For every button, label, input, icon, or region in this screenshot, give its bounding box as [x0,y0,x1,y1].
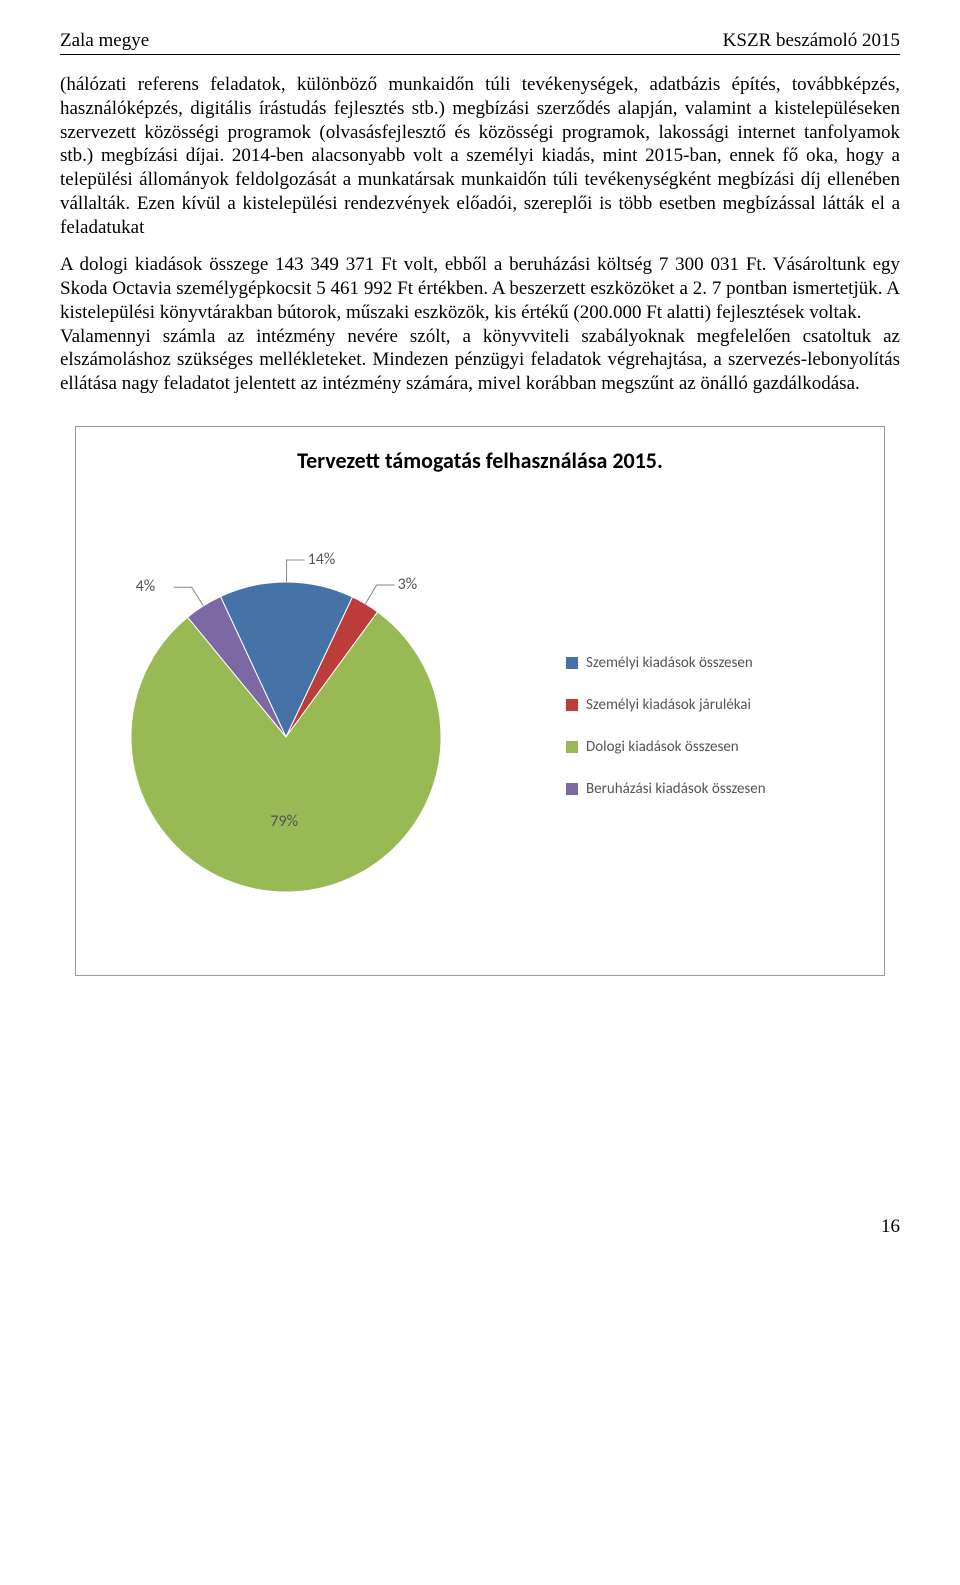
legend-item: Dologi kiadások összesen [566,738,864,756]
pie-area: 14% 3% 79% 4% [76,497,566,955]
page-header: Zala megye KSZR beszámoló 2015 [60,30,900,52]
slice-pct-label: 79% [270,812,298,831]
slice-pct-label: 3% [398,575,418,594]
legend: Személyi kiadások összesen Személyi kiadá… [566,630,884,822]
chart-body: 14%3%79%4% Személyi kiadások összesenSze… [76,497,884,955]
legend-item: Személyi kiadások járulékai [566,696,864,714]
pie-chart-container: Tervezett támogatás felhasználása 2015. … [75,426,885,976]
legend-item: Beruházási kiadások összesen [566,780,864,798]
header-left: Zala megye [60,30,149,52]
legend-swatch [566,699,578,711]
paragraph-1: (hálózati referens feladatok, különböző … [60,73,900,239]
header-rule [60,54,900,55]
page-number: 16 [60,1216,900,1238]
header-right: KSZR beszámoló 2015 [723,30,900,52]
legend-label: Személyi kiadások összesen [586,654,753,672]
paragraph-2: A dologi kiadások összege 143 349 371 Ft… [60,253,900,324]
legend-swatch [566,657,578,669]
legend-swatch [566,783,578,795]
paragraph-3: Valamennyi számla az intézmény nevére sz… [60,325,900,396]
chart-title: Tervezett támogatás felhasználása 2015. [76,427,884,474]
legend-label: Dologi kiadások összesen [586,738,739,756]
legend-item: Személyi kiadások összesen [566,654,864,672]
legend-label: Beruházási kiadások összesen [586,780,766,798]
legend-swatch [566,741,578,753]
slice-pct-label: 14% [308,550,336,569]
slice-pct-label: 4% [136,577,156,596]
legend-label: Személyi kiadások járulékai [586,696,751,714]
